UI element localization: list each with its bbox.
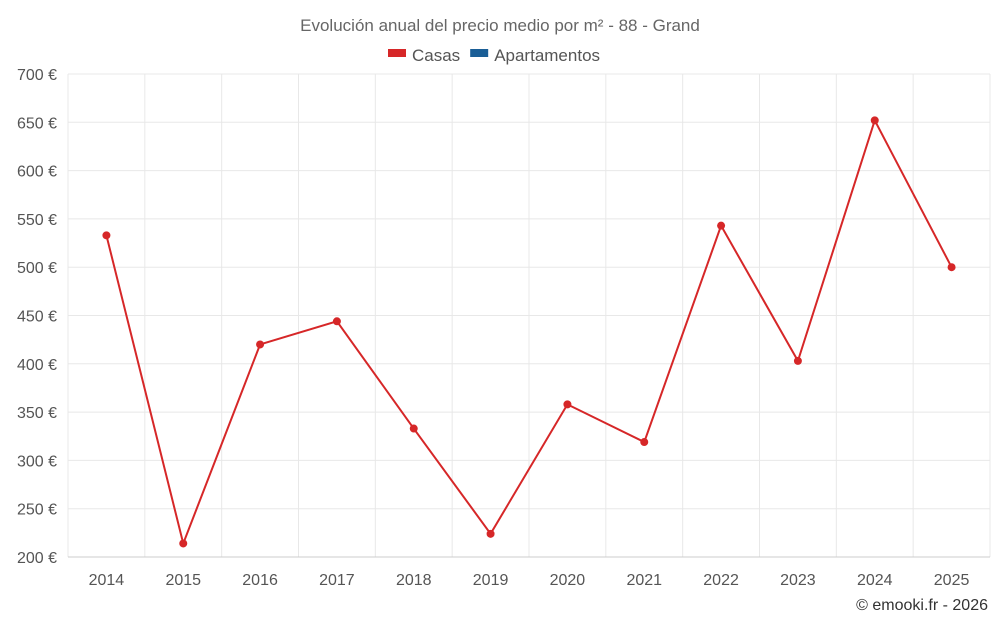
data-point[interactable] — [870, 116, 879, 125]
y-tick-label: 350 € — [17, 405, 57, 422]
series-layer — [102, 116, 956, 548]
data-point[interactable] — [640, 438, 649, 447]
data-point[interactable] — [256, 340, 265, 349]
data-point[interactable] — [563, 400, 572, 409]
y-tick-label: 650 € — [17, 115, 57, 132]
x-tick-label: 2021 — [626, 572, 662, 589]
x-tick-label: 2022 — [703, 572, 739, 589]
data-point[interactable] — [793, 356, 802, 365]
data-point[interactable] — [179, 539, 188, 548]
x-tick-label: 2015 — [165, 572, 201, 589]
data-point[interactable] — [486, 529, 495, 538]
data-point[interactable] — [947, 263, 956, 272]
y-tick-label: 300 € — [17, 453, 57, 470]
x-tick-label: 2019 — [473, 572, 509, 589]
x-gridlines — [67, 74, 991, 557]
y-tick-label: 450 € — [17, 309, 57, 326]
y-tick-label: 550 € — [17, 212, 57, 229]
y-tick-label: 700 € — [17, 67, 57, 84]
legend-label: Apartamentos — [494, 46, 600, 65]
y-tick-label: 600 € — [17, 164, 57, 181]
data-point[interactable] — [717, 221, 726, 230]
y-tick-label: 250 € — [17, 502, 57, 519]
credit-text: © emooki.fr - 2026 — [856, 597, 988, 614]
legend-swatch — [470, 49, 489, 57]
x-tick-label: 2020 — [550, 572, 586, 589]
legend[interactable]: Casas Apartamentos — [388, 46, 600, 65]
x-axis-ticks: 2014 2015 2016 2017 2018 2019 2020 2021 2022 2023… — [89, 572, 970, 589]
x-tick-label: 2014 — [89, 572, 125, 589]
x-tick-label: 2017 — [319, 572, 355, 589]
legend-item-casas[interactable]: Casas — [388, 46, 460, 65]
data-point[interactable] — [332, 317, 341, 326]
legend-swatch — [388, 49, 406, 57]
x-tick-label: 2025 — [934, 572, 970, 589]
chart-title: Evolución anual del precio medio por m² … — [300, 16, 700, 35]
x-tick-label: 2023 — [780, 572, 816, 589]
legend-label: Casas — [412, 46, 460, 65]
y-tick-label: 500 € — [17, 260, 57, 277]
x-tick-label: 2024 — [857, 572, 893, 589]
x-tick-label: 2018 — [396, 572, 432, 589]
x-tick-label: 2016 — [242, 572, 278, 589]
y-tick-label: 200 € — [17, 550, 57, 567]
legend-item-apartamentos[interactable]: Apartamentos — [470, 46, 600, 65]
data-point[interactable] — [409, 424, 418, 433]
data-point[interactable] — [102, 231, 111, 240]
y-tick-label: 400 € — [17, 357, 57, 374]
y-axis-ticks: 200 € 250 € 300 € 350 € 400 € 450 € 500 € 550 €… — [17, 67, 57, 567]
series-line-casas — [105, 117, 953, 547]
